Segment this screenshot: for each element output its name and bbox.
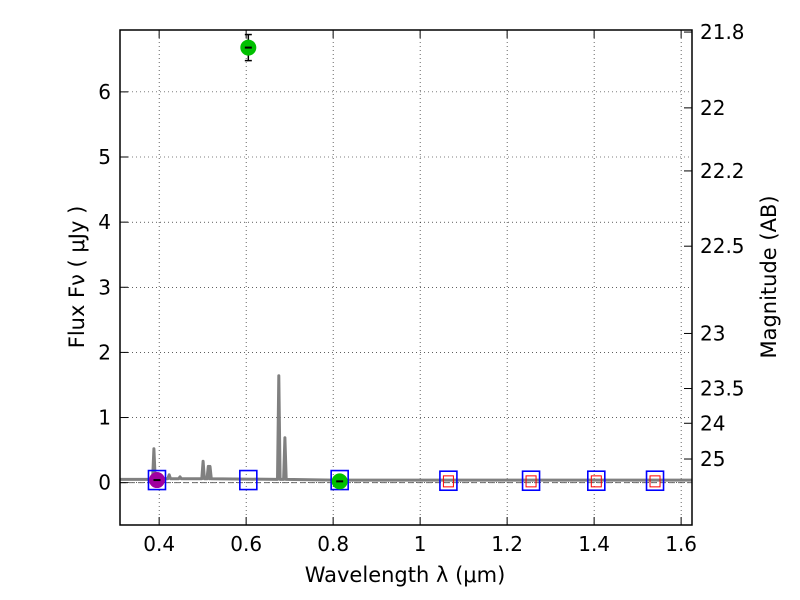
x-tick-label: 0.4 [143, 532, 175, 556]
y-tick-label: 4 [98, 210, 111, 234]
right-tick-label: 23.5 [700, 377, 745, 401]
model-photometry-marker [521, 470, 541, 492]
plot-frame [119, 29, 693, 526]
model-photometry-marker [239, 469, 258, 491]
x-tick-label: 1.4 [578, 532, 610, 556]
x-tick-label: 0.6 [230, 532, 262, 556]
upper-limit-marker [649, 475, 661, 488]
data-layer [120, 33, 692, 492]
model-photometry-marker [147, 469, 167, 491]
x-tick-label: 1 [414, 532, 427, 556]
model-photometry-marker [587, 470, 606, 492]
right-tick-label: 25 [700, 447, 725, 471]
grid [120, 30, 692, 525]
x-axis-label: Wavelength λ (μm) [305, 563, 506, 587]
model-photometry-marker [439, 470, 458, 492]
model-photometry-marker [330, 469, 349, 491]
y-axis-label: Flux Fν ( μJy ) [65, 206, 89, 349]
x-tick-label: 1.2 [491, 532, 523, 556]
y-tick-label: 1 [98, 406, 111, 430]
y-tick-label: 0 [98, 471, 111, 495]
upper-limit-marker [525, 475, 537, 488]
y-tick-label: 3 [98, 275, 111, 299]
tick-layer: 0.4 0.6 0.8 1 1.2 1.4 1.6012345621.82222.222.5… [98, 20, 744, 556]
right-tick-label: 21.8 [700, 20, 745, 44]
y-tick-label: 6 [98, 80, 111, 104]
right-tick-label: 24 [700, 411, 725, 435]
x-tick-label: 1.6 [665, 532, 697, 556]
right-tick-label: 23 [700, 321, 725, 345]
x-tick-label: 0.8 [317, 532, 349, 556]
y-tick-label: 5 [98, 145, 111, 169]
y-axis-label-right: Magnitude (AB) [757, 195, 781, 358]
upper-limit-marker [442, 475, 454, 488]
right-tick-label: 22.2 [700, 159, 745, 183]
spectrum-line [120, 374, 692, 482]
right-tick-label: 22.5 [700, 234, 745, 258]
upper-limit-marker [590, 475, 602, 488]
y-tick-label: 2 [98, 340, 111, 364]
right-tick-label: 22 [700, 96, 725, 120]
model-photometry-marker [645, 470, 665, 492]
